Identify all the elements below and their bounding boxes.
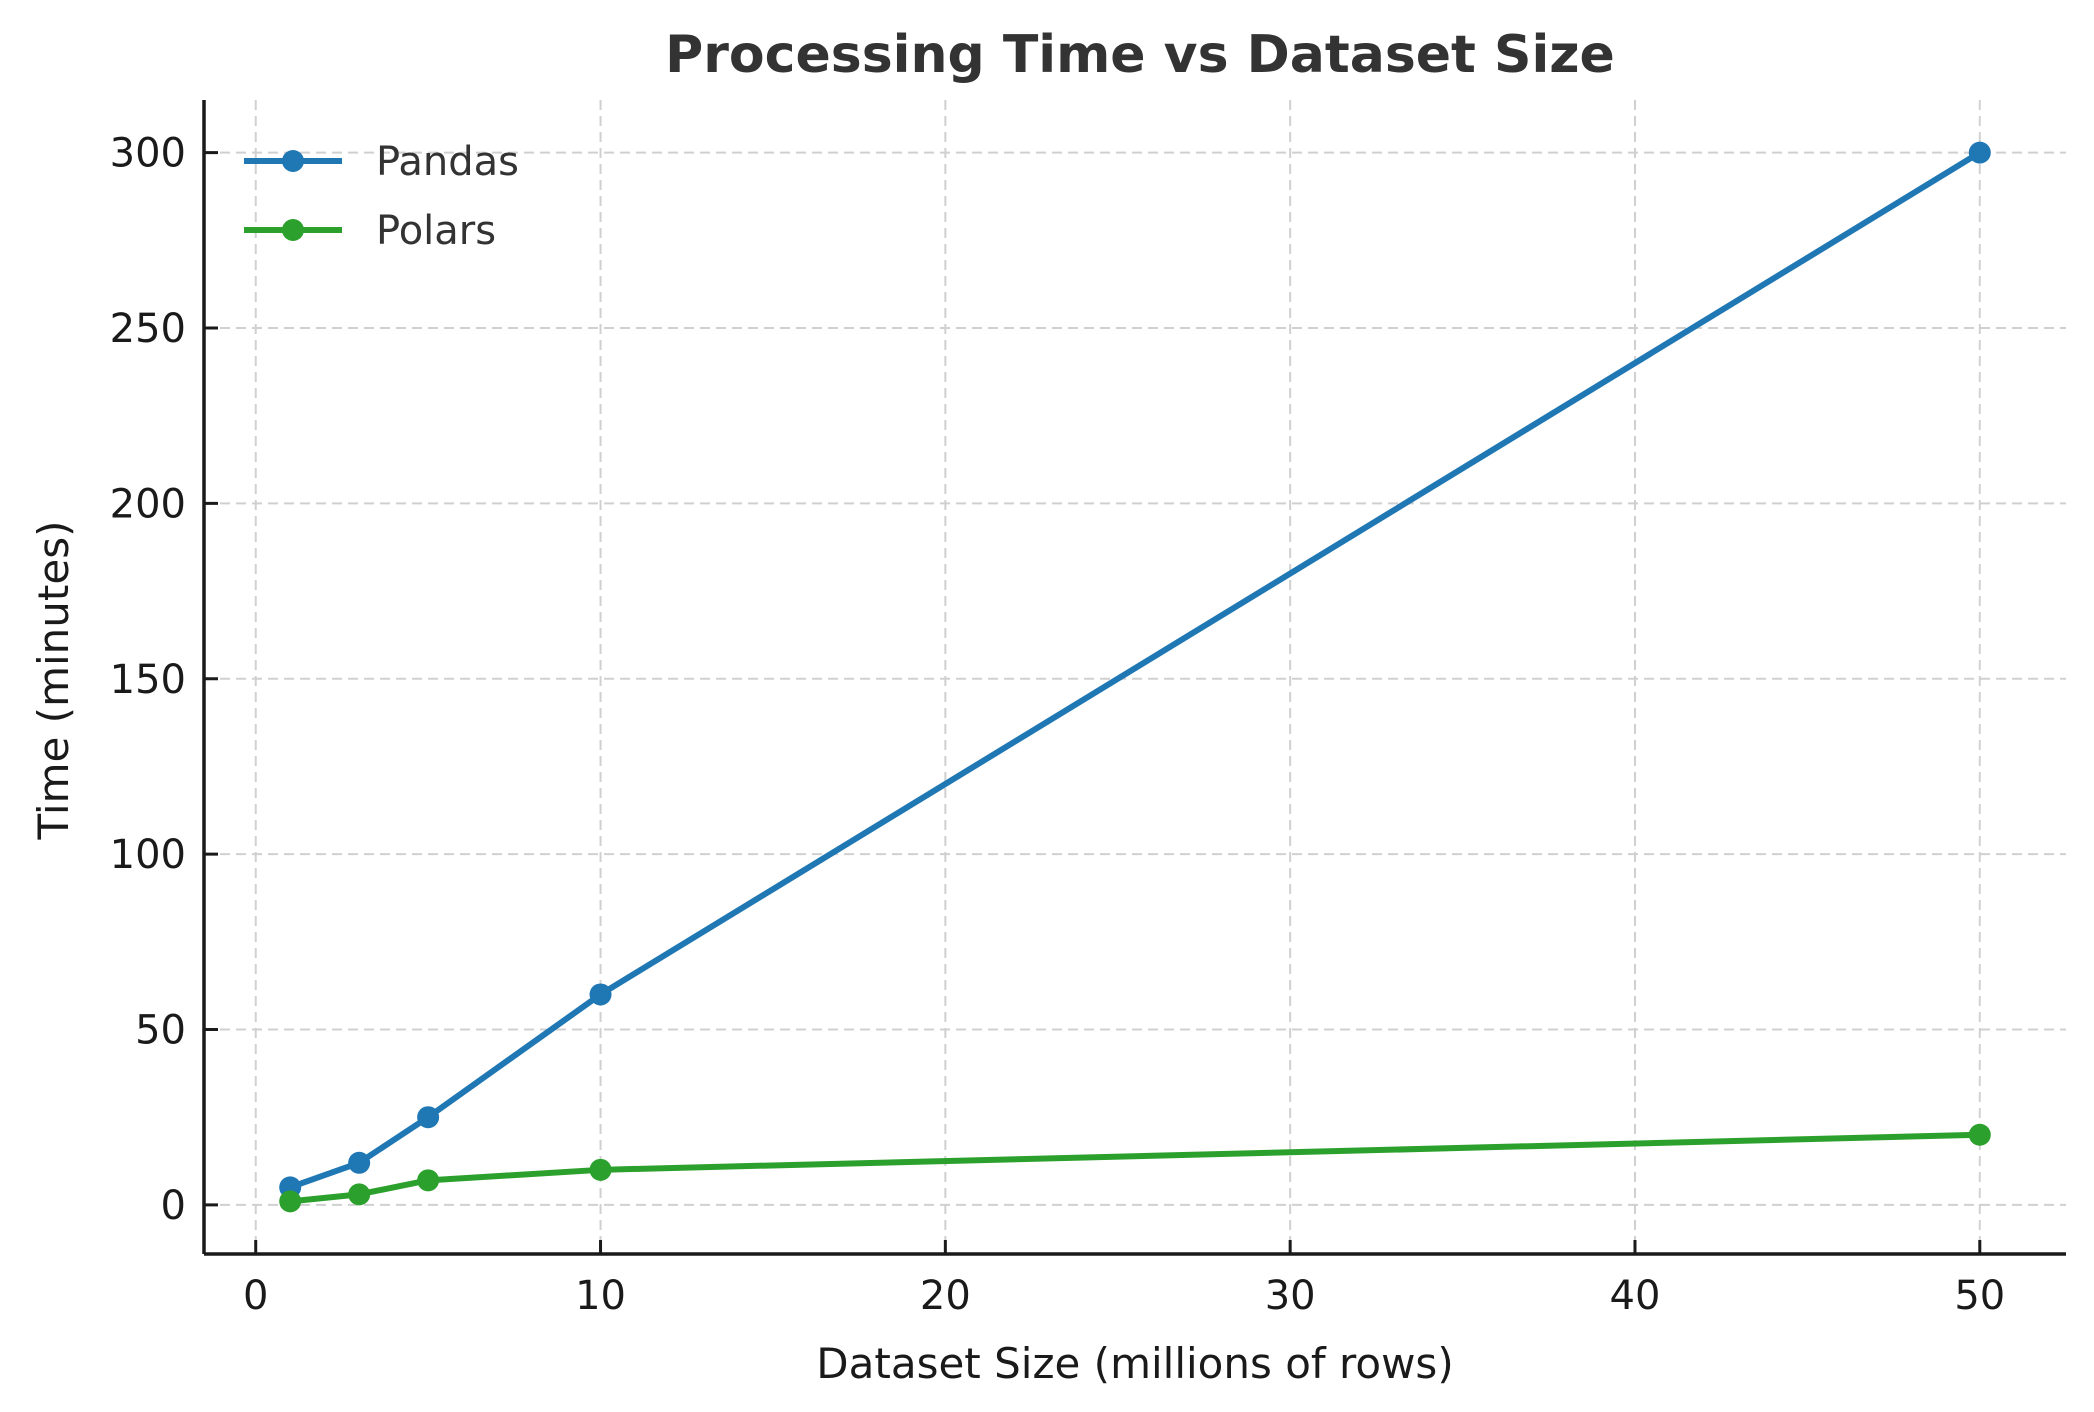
data-point-marker xyxy=(348,1151,371,1174)
series-polars xyxy=(279,1123,1991,1213)
data-point-marker xyxy=(417,1106,440,1129)
data-point-marker xyxy=(589,1158,612,1181)
data-point-marker xyxy=(1968,1123,1991,1146)
legend-item-pandas: Pandas xyxy=(244,139,519,185)
axes: 0 10 20 30 40 50 0 50 100 150 200 250 300 xyxy=(110,100,2066,1319)
data-point-marker xyxy=(279,1190,302,1213)
y-tick-label: 100 xyxy=(110,832,186,878)
legend: Pandas Polars xyxy=(244,139,519,254)
x-axis-label: Dataset Size (millions of rows) xyxy=(816,1339,1453,1388)
legend-label: Pandas xyxy=(376,139,519,185)
series-line xyxy=(287,1131,1983,1205)
y-tick-label: 200 xyxy=(110,481,186,527)
x-tick-label: 10 xyxy=(575,1273,626,1319)
legend-marker-icon xyxy=(282,150,304,172)
y-tick-label: 300 xyxy=(110,131,186,177)
legend-item-polars: Polars xyxy=(244,208,496,254)
x-tick-label: 0 xyxy=(243,1273,268,1319)
data-point-marker xyxy=(1968,141,1991,164)
data-point-marker xyxy=(417,1169,440,1192)
y-tick-label: 0 xyxy=(161,1183,186,1229)
data-point-marker xyxy=(348,1183,371,1206)
x-tick-label: 30 xyxy=(1265,1273,1316,1319)
series-line xyxy=(287,149,1983,1191)
x-tick-label: 40 xyxy=(1610,1273,1661,1319)
y-tick-label: 150 xyxy=(110,657,186,703)
plot-series xyxy=(279,141,1991,1213)
legend-marker-icon xyxy=(282,219,304,241)
y-tick-label: 50 xyxy=(135,1008,186,1054)
y-axis-label: Time (minutes) xyxy=(29,521,78,841)
series-pandas xyxy=(279,141,1991,1199)
legend-label: Polars xyxy=(376,208,496,254)
data-point-marker xyxy=(589,983,612,1006)
x-tick-label: 20 xyxy=(920,1273,971,1319)
gridlines xyxy=(204,100,2066,1254)
x-tick-label: 50 xyxy=(1954,1273,2005,1319)
chart-title: Processing Time vs Dataset Size xyxy=(665,25,1615,85)
y-tick-label: 250 xyxy=(110,306,186,352)
